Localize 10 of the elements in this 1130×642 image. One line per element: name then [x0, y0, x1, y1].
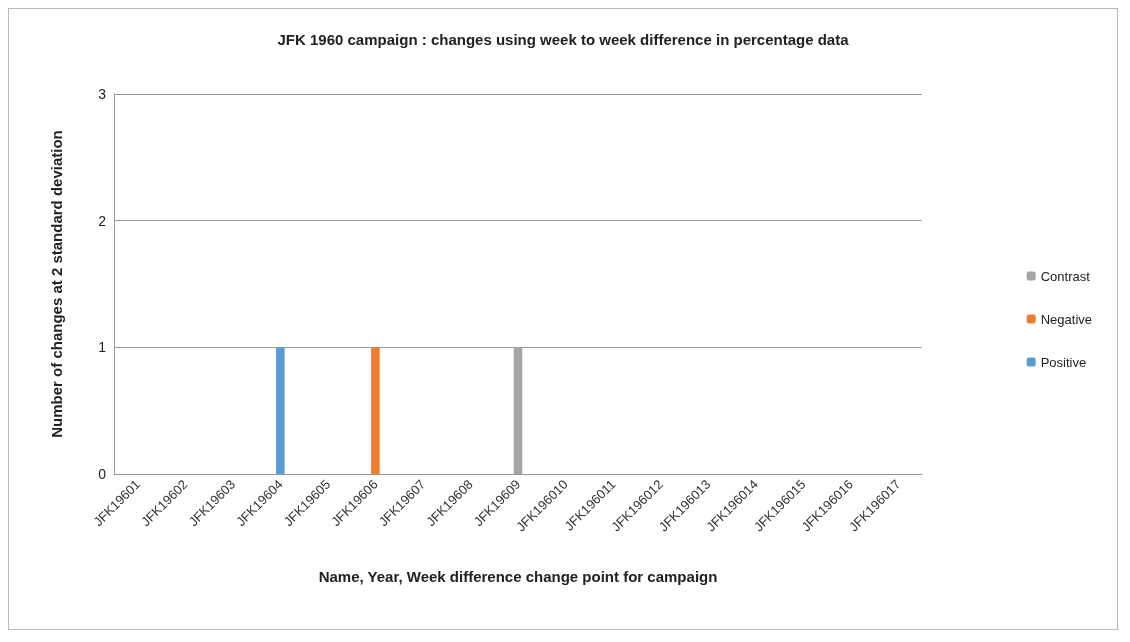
y-tick-label: 2 [98, 212, 107, 229]
legend-label: Negative [1040, 311, 1092, 327]
legend-label: Contrast [1040, 268, 1091, 284]
chart-title: JFK 1960 campaign : changes using week to week difference in percentage data [277, 31, 850, 48]
y-tick-label: 1 [98, 339, 107, 356]
y-tick-label: 0 [98, 466, 107, 482]
x-axis-title: Name, Year, Week difference change point for campaign [318, 568, 718, 585]
y-tick-label: 3 [98, 86, 107, 102]
legend-label: Positive [1040, 354, 1087, 370]
y-axis-title: Number of changes at 2 standard deviation [48, 130, 65, 438]
